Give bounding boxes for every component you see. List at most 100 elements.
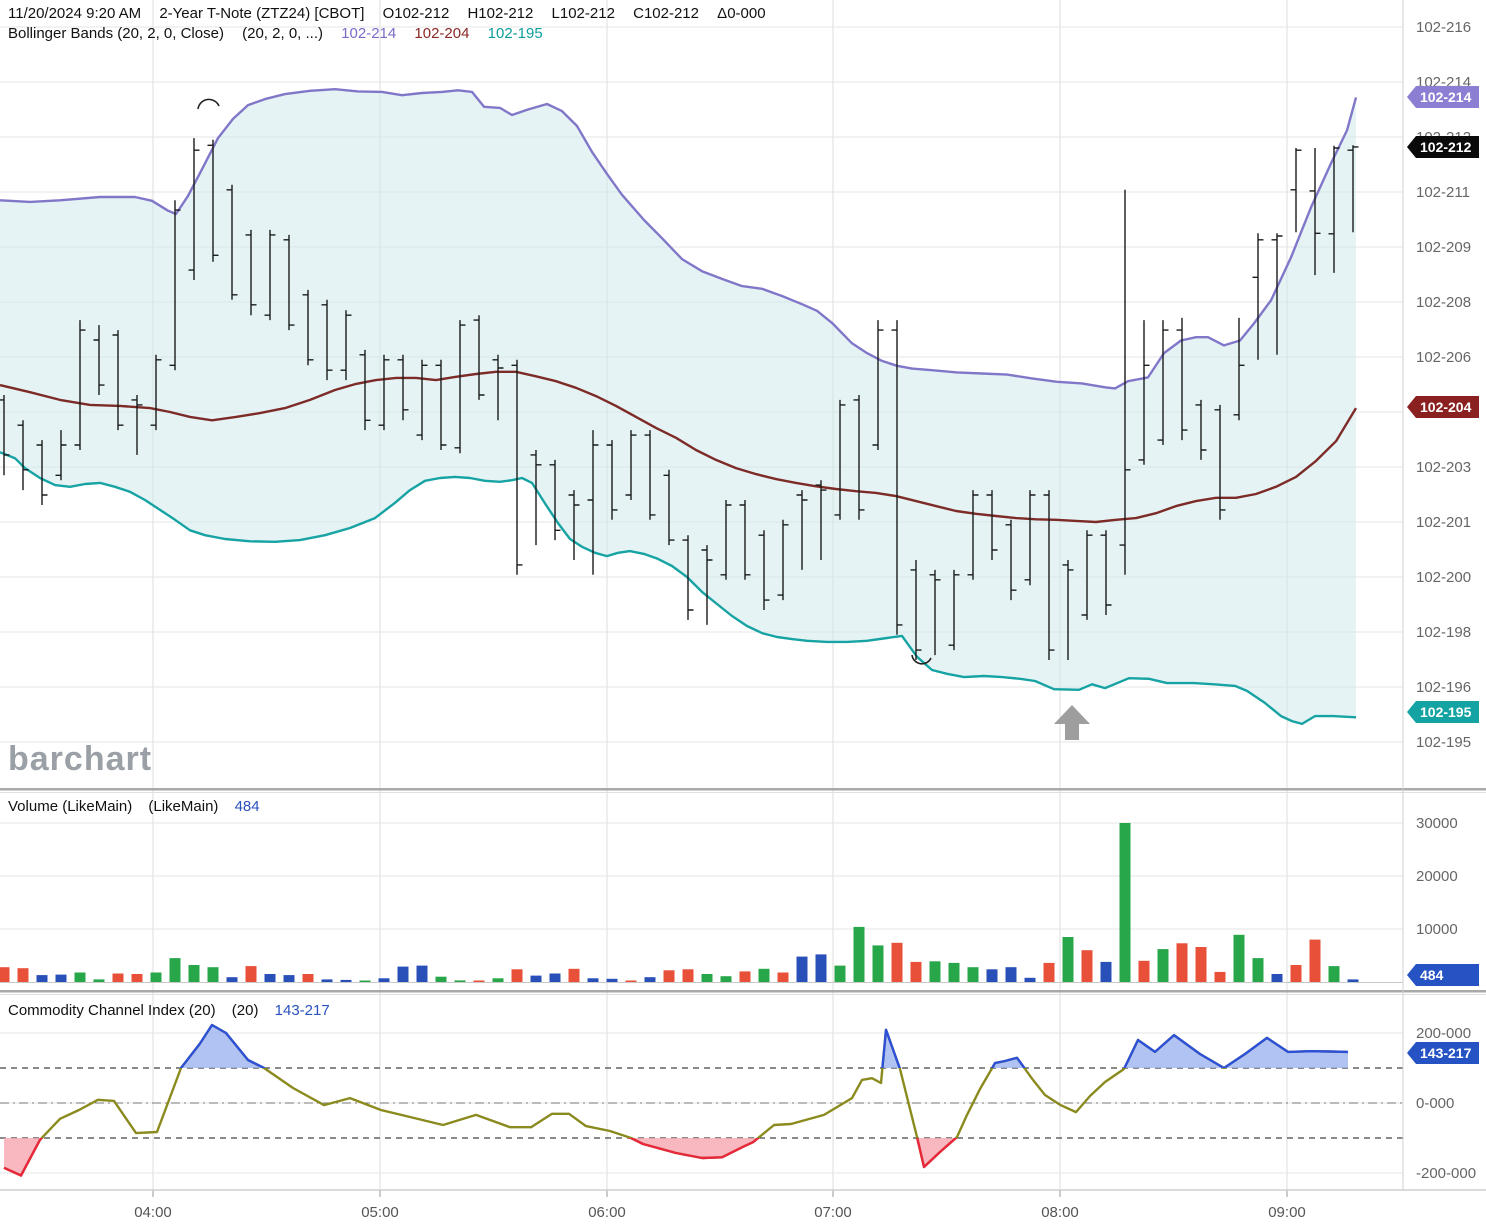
volume-bar [454,980,466,982]
price-axis-label: 102-196 [1416,679,1471,696]
volume-bar [1214,971,1226,982]
volume-badge [1407,964,1479,986]
indicator-header: Bollinger Bands (20, 2, 0, Close) (20, 2… [8,25,557,42]
ohlc-bar [625,430,637,500]
ohlc-bar [1233,317,1245,421]
volume-bar [967,967,979,982]
bollinger-lower-line [0,451,1357,726]
annotation-arc-bottom [911,654,932,665]
barchart-logo: barchart [8,740,153,778]
ohlc-bar [815,480,827,560]
ohlc-bar [1138,320,1150,465]
volume-bar [1233,934,1245,982]
ohlc-bar [1271,233,1283,355]
volume-bar [777,972,789,982]
volume-bar [1024,977,1036,982]
volume-bar [473,980,485,982]
volume-params: (LikeMain) [148,798,219,815]
ohlc-bar [93,325,105,395]
quote-symbol: 2-Year T-Note (ZTZ24) [CBOT] [159,5,365,22]
volume-bar [853,926,865,982]
volume-bar [815,954,827,982]
ohlc-bar [1081,530,1093,620]
volume-bar [606,978,618,982]
price-axis-label: 102-209 [1416,239,1471,256]
up-arrow-annotation [1054,705,1090,740]
ohlc-bar [1119,189,1131,575]
volume-bar [226,977,238,982]
cci-panel-title: Commodity Channel Index (20) (20) 143-21… [8,1002,342,1019]
volume-bar [359,980,371,982]
volume-axis-label: 30000 [1416,815,1458,832]
ohlc-bar [340,310,352,381]
volume-bar [758,968,770,983]
volume-bar [663,970,675,982]
cci-title[interactable]: Commodity Channel Index (20) [8,1002,216,1019]
indicator-params: (20, 2, 0, ...) [242,25,323,42]
cci-params: (20) [231,1002,259,1019]
ohlc-bar [986,490,998,560]
ohlc-bar [758,530,770,610]
ohlc-bar [777,519,789,601]
ohlc-bar [606,440,618,520]
volume-bar [682,969,694,982]
volume-bar [321,979,333,982]
ohlc-bar [948,569,960,651]
ohlc-bar [644,430,656,520]
ohlc-bar [1309,148,1321,276]
bollinger-upper-line [0,88,1358,390]
volume-title[interactable]: Volume (LikeMain) [8,798,133,815]
volume-bar [948,962,960,982]
ohlc-bar [454,320,466,454]
price-axis-label: 102-198 [1416,624,1471,641]
price-axis-label: 102-201 [1416,514,1471,531]
volume-bar [1119,823,1131,982]
ohlc-bar [1157,320,1169,445]
volume-bar [1138,960,1150,982]
annotation-arc-top [197,98,220,110]
quote-close: C102-212 [633,5,699,22]
volume-bar [416,965,428,982]
ohlc-bar [74,320,86,450]
quote-low: L102-212 [551,5,615,22]
volume-bar [378,978,390,982]
ohlc-bar [378,354,390,431]
ohlc-bar [682,535,694,620]
quote-datetime: 11/20/2024 9:20 AM [8,5,142,22]
ohlc-bar [1328,145,1340,273]
indicator-name[interactable]: Bollinger Bands (20, 2, 0, Close) [8,25,224,42]
ohlc-bar [1195,399,1207,460]
bb-upper-value: 102-214 [341,25,397,42]
price-axis-label: 102-216 [1416,19,1471,36]
volume-bar [169,958,181,982]
volume-bar [891,942,903,982]
volume-axis-label: 20000 [1416,868,1458,885]
cci-overbought-fill [4,1025,1348,1068]
volume-bar [131,974,143,982]
ohlc-bar [929,569,941,656]
volume-bar [1062,937,1074,982]
volume-last-value: 484 [234,798,260,815]
volume-bar [644,977,656,982]
volume-bar [435,976,447,982]
ohlc-bar [834,399,846,520]
volume-bar [796,956,808,982]
volume-bar [910,961,922,982]
ohlc-bar [0,395,10,476]
ohlc-bar [1176,317,1188,441]
time-axis-label: 06:00 [588,1204,626,1221]
volume-bar [55,974,67,982]
volume-bar [1043,962,1055,982]
volume-bar [1271,974,1283,982]
volume-bar [207,967,219,982]
ohlc-bar [207,139,219,262]
volume-bar [283,975,295,982]
panel-separator [0,788,1486,791]
price-badge-2 [1407,396,1479,418]
volume-bar [245,966,257,982]
volume-bar [986,969,998,982]
ohlc-bar [321,299,333,381]
quote-high: H102-212 [467,5,534,22]
volume-bar [17,968,29,982]
